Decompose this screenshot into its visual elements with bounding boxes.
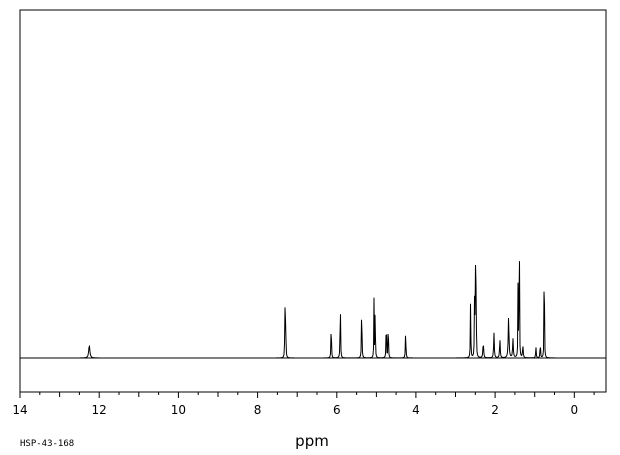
x-tick-label: 14 xyxy=(12,403,27,417)
x-tick-label: 8 xyxy=(254,403,262,417)
x-axis-label: ppm xyxy=(295,432,329,450)
sample-id-label: HSP-43-168 xyxy=(20,439,74,449)
x-tick-label: 10 xyxy=(171,403,186,417)
x-tick-label: 0 xyxy=(570,403,578,417)
x-tick-label: 6 xyxy=(333,403,341,417)
spectrum-trace xyxy=(20,261,606,359)
x-axis-ticks xyxy=(19,392,595,398)
x-axis-tick-labels: 14 12 10 8 6 4 2 0 xyxy=(12,403,578,417)
x-tick-label: 12 xyxy=(92,403,107,417)
x-tick-label: 4 xyxy=(412,403,420,417)
x-tick-label: 2 xyxy=(491,403,499,417)
plot-frame xyxy=(19,9,607,393)
